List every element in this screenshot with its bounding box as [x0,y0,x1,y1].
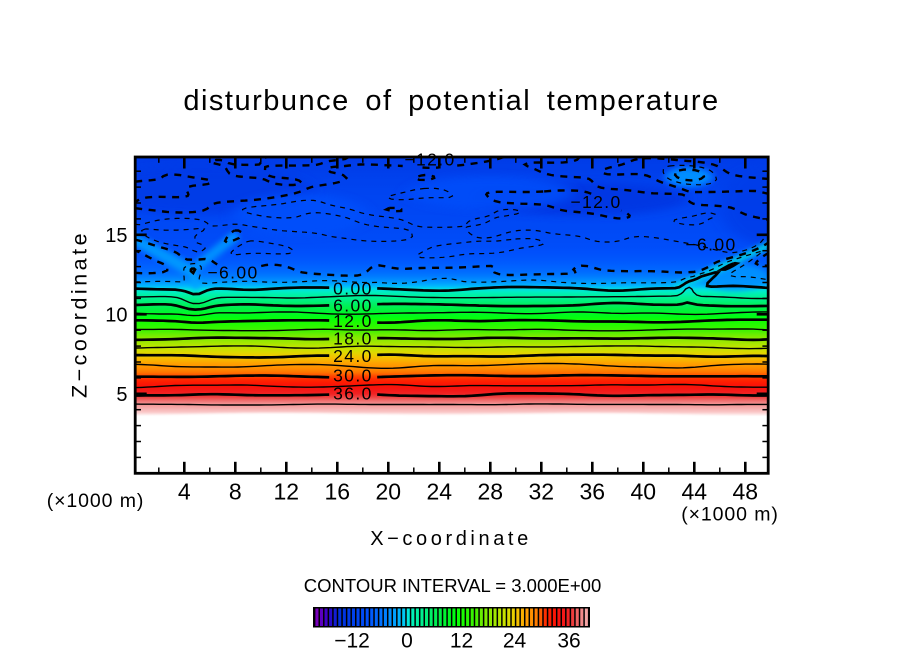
svg-text:44: 44 [682,479,708,505]
svg-text:(×1000 m): (×1000 m) [47,490,145,512]
svg-text:36.0: 36.0 [333,384,373,404]
svg-text:−12: −12 [334,630,370,653]
svg-text:−6.00: −6.00 [207,263,258,283]
svg-text:10: 10 [105,305,127,327]
svg-text:(×1000 m): (×1000 m) [681,504,779,526]
svg-text:24: 24 [427,479,453,505]
svg-text:30.0: 30.0 [333,366,373,386]
svg-text:20: 20 [376,479,402,505]
svg-text:disturbunce of potential tempe: disturbunce of potential temperature [183,85,719,117]
svg-text:24: 24 [503,630,527,653]
svg-text:CONTOUR INTERVAL = 3.000E+00: CONTOUR INTERVAL = 3.000E+00 [304,575,602,596]
svg-text:24.0: 24.0 [333,346,373,366]
svg-text:−12.0: −12.0 [570,192,621,212]
svg-text:12: 12 [450,630,473,653]
svg-text:15: 15 [105,225,127,247]
svg-text:6.00: 6.00 [333,296,373,316]
svg-text:36: 36 [557,630,580,653]
svg-text:−12.0: −12.0 [404,150,455,170]
svg-text:4: 4 [178,479,191,505]
svg-text:12: 12 [274,479,300,505]
svg-text:18.0: 18.0 [333,329,373,349]
svg-text:0: 0 [401,630,413,653]
svg-text:32: 32 [529,479,555,505]
svg-text:8: 8 [229,479,242,505]
svg-text:48: 48 [733,479,759,505]
svg-text:12.0: 12.0 [333,311,373,331]
svg-text:−6.00: −6.00 [685,235,736,255]
svg-text:36: 36 [580,479,606,505]
svg-text:16: 16 [325,479,351,505]
svg-text:Z−coordinate: Z−coordinate [68,230,92,398]
svg-text:28: 28 [478,479,504,505]
svg-text:X−coordinate: X−coordinate [370,528,532,550]
svg-text:0.00: 0.00 [333,279,373,299]
svg-text:5: 5 [116,384,127,406]
svg-text:40: 40 [631,479,657,505]
